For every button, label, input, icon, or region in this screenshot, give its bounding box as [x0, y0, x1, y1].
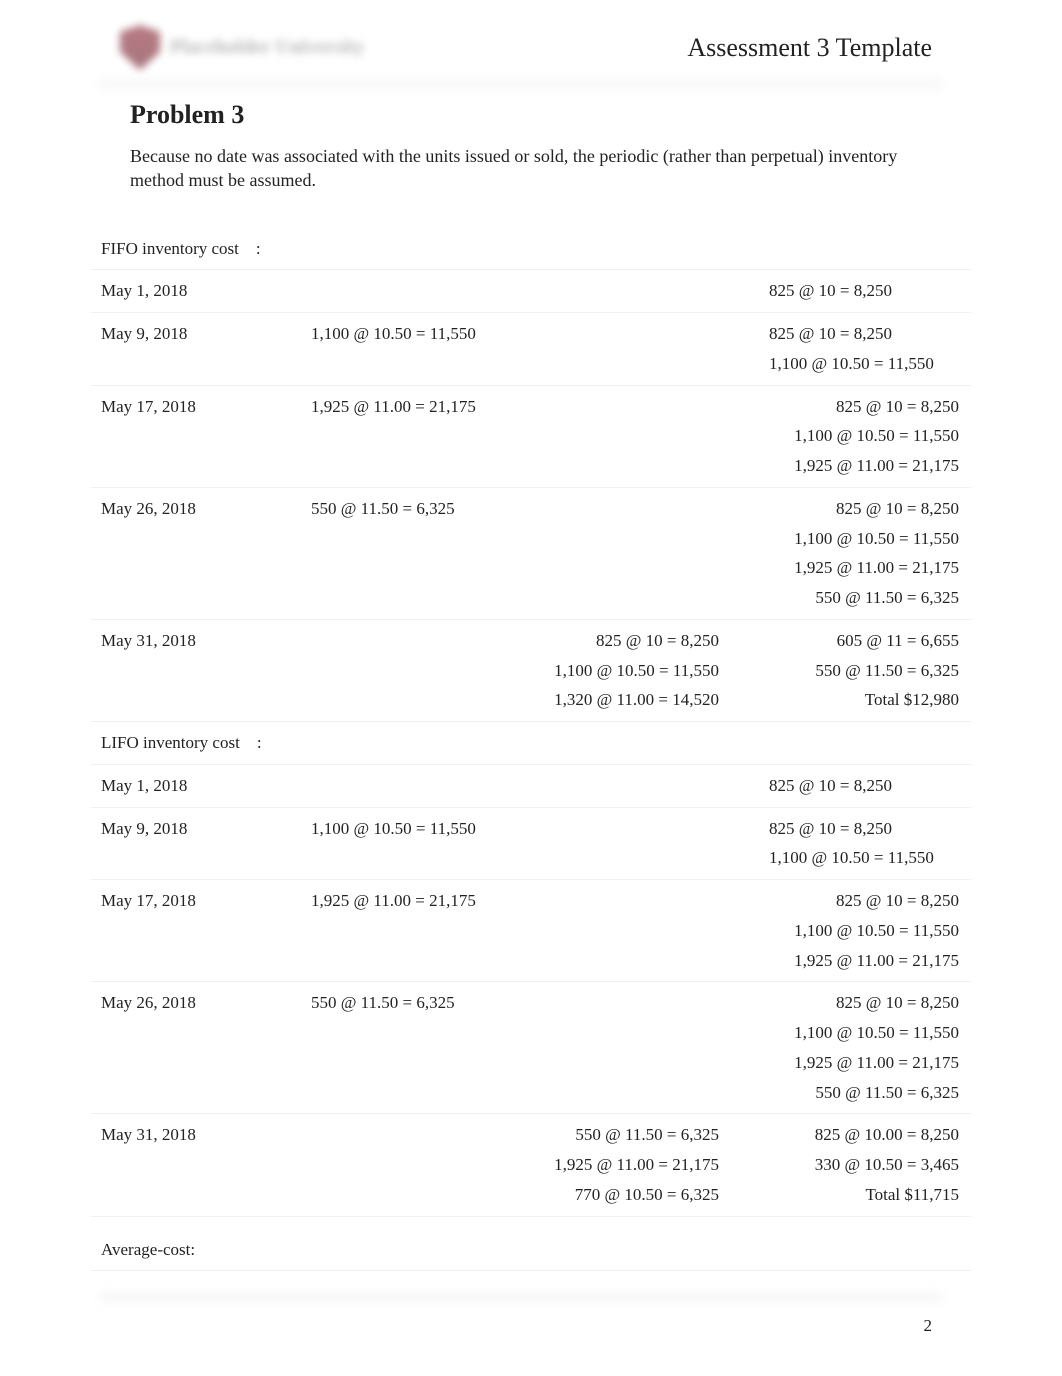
table-col-d: 825 @ 10 = 8,2501,100 @ 10.50 = 11,5501,…: [759, 982, 971, 1114]
table-col-c: [529, 386, 759, 488]
section-label: LIFO inventory cost :: [91, 722, 301, 765]
table-date: May 1, 2018: [91, 765, 301, 808]
table-col-d: 825 @ 10 = 8,250: [759, 270, 971, 313]
table-col-c: [529, 313, 759, 386]
table-col-b: 1,925 @ 11.00 = 21,175: [301, 880, 529, 982]
table-col-d: 825 @ 10 = 8,2501,100 @ 10.50 = 11,5501,…: [759, 880, 971, 982]
table-col-b: 1,100 @ 10.50 = 11,550: [301, 808, 529, 881]
table-col-c: 550 @ 11.50 = 6,3251,925 @ 11.00 = 21,17…: [529, 1114, 759, 1216]
document-title: Assessment 3 Template: [687, 33, 932, 63]
table-date: May 26, 2018: [91, 488, 301, 620]
inventory-table: FIFO inventory cost : May 1, 2018 825 @ …: [91, 228, 971, 1272]
table-col-b: 550 @ 11.50 = 6,325: [301, 488, 529, 620]
section-label: Average-cost:: [91, 1229, 301, 1272]
shield-icon: [120, 25, 160, 70]
decorative-rule: [100, 1293, 942, 1301]
table-col-b: [301, 270, 529, 313]
logo-text: Placeholder University: [170, 36, 365, 59]
table-col-c: [529, 270, 759, 313]
logo: Placeholder University: [120, 25, 365, 70]
table-col-b: 550 @ 11.50 = 6,325: [301, 982, 529, 1114]
table-col-b: [301, 765, 529, 808]
table-col-b: 1,100 @ 10.50 = 11,550: [301, 313, 529, 386]
table-col-c: [529, 880, 759, 982]
table-col-c: [529, 488, 759, 620]
table-col-b: 1,925 @ 11.00 = 21,175: [301, 386, 529, 488]
decorative-rule: [100, 80, 942, 88]
table-col-c: [529, 808, 759, 881]
table-date: May 17, 2018: [91, 880, 301, 982]
page-number: 2: [924, 1316, 933, 1336]
table-col-d: 605 @ 11 = 6,655550 @ 11.50 = 6,325Total…: [759, 620, 971, 722]
table-col-d: 825 @ 10 = 8,250: [759, 765, 971, 808]
table-col-b: [301, 620, 529, 722]
table-col-d: 825 @ 10 = 8,2501,100 @ 10.50 = 11,5501,…: [759, 488, 971, 620]
table-date: May 17, 2018: [91, 386, 301, 488]
table-date: May 1, 2018: [91, 270, 301, 313]
table-col-b: [301, 1114, 529, 1216]
document-header: Placeholder University Assessment 3 Temp…: [0, 25, 1062, 70]
table-date: May 9, 2018: [91, 808, 301, 881]
table-col-d: 825 @ 10 = 8,2501,100 @ 10.50 = 11,5501,…: [759, 386, 971, 488]
table-col-c: 825 @ 10 = 8,2501,100 @ 10.50 = 11,5501,…: [529, 620, 759, 722]
table-date: May 9, 2018: [91, 313, 301, 386]
table-date: May 26, 2018: [91, 982, 301, 1114]
table-col-c: [529, 982, 759, 1114]
problem-title: Problem 3: [130, 100, 1062, 130]
table-col-c: [529, 765, 759, 808]
table-col-d: 825 @ 10 = 8,2501,100 @ 10.50 = 11,550: [759, 808, 971, 881]
table-col-d: 825 @ 10.00 = 8,250330 @ 10.50 = 3,465To…: [759, 1114, 971, 1216]
problem-intro: Because no date was associated with the …: [130, 144, 932, 193]
table-date: May 31, 2018: [91, 620, 301, 722]
table-date: May 31, 2018: [91, 1114, 301, 1216]
table-col-d: 825 @ 10 = 8,2501,100 @ 10.50 = 11,550: [759, 313, 971, 386]
section-label: FIFO inventory cost :: [91, 228, 301, 271]
